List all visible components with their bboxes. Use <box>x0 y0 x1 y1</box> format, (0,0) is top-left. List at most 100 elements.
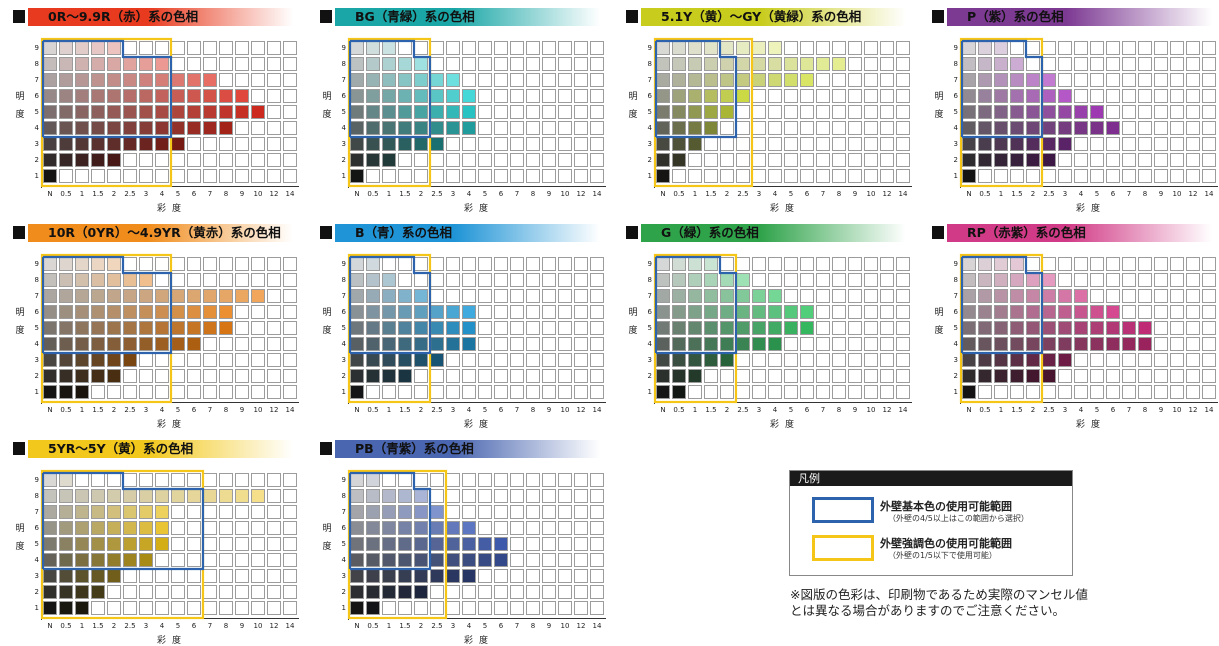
color-swatch <box>203 57 217 71</box>
color-swatch <box>1138 89 1152 103</box>
color-swatch <box>800 153 814 167</box>
color-swatch <box>1186 57 1200 71</box>
x-tick-label: 14 <box>592 190 602 198</box>
x-tick-label: 5 <box>175 190 181 198</box>
color-swatch <box>235 305 249 319</box>
color-swatch <box>283 337 297 351</box>
color-swatch <box>1122 41 1136 55</box>
color-swatch <box>1186 41 1200 55</box>
color-swatch <box>784 89 798 103</box>
color-swatch <box>994 105 1008 119</box>
color-swatch <box>1074 105 1088 119</box>
color-swatch <box>283 353 297 367</box>
color-swatch <box>107 153 121 167</box>
color-swatch <box>267 369 281 383</box>
y-tick-label: 3 <box>34 140 39 148</box>
color-swatch <box>736 153 750 167</box>
color-swatch <box>590 41 604 55</box>
color-swatch <box>139 41 153 55</box>
x-tick-label: 7 <box>820 190 826 198</box>
legend-swatch-basic <box>812 497 874 523</box>
color-swatch <box>1186 137 1200 151</box>
color-swatch <box>123 321 137 335</box>
color-swatch <box>848 73 862 87</box>
chart-panel: B（青）系の色相明度 1 2 3 4 5 6 7 8 9 N 0.5 1 1.5 2 2.5 3 4 5 6 7 8 9 10… <box>320 224 620 430</box>
color-swatch <box>526 89 540 103</box>
color-swatch <box>139 337 153 351</box>
color-swatch <box>235 321 249 335</box>
color-swatch <box>542 169 556 183</box>
color-swatch <box>267 321 281 335</box>
accent-range-outline <box>40 469 205 620</box>
color-swatch <box>1058 41 1072 55</box>
color-swatch <box>478 89 492 103</box>
color-swatch <box>768 121 782 135</box>
color-swatch <box>366 169 380 183</box>
x-tick-label: 2 <box>111 190 117 198</box>
y-tick-label: 4 <box>34 124 39 132</box>
color-swatch <box>1058 169 1072 183</box>
y-tick-label: 5 <box>953 108 958 116</box>
color-swatch <box>43 369 57 383</box>
color-swatch <box>896 105 910 119</box>
color-swatch <box>1170 121 1184 135</box>
color-swatch <box>1074 137 1088 151</box>
color-swatch <box>848 153 862 167</box>
range-outlines <box>347 253 432 404</box>
y-tick-label: 7 <box>34 76 39 84</box>
panel-title: P（紫）系の色相 <box>967 9 1064 24</box>
color-swatch <box>251 169 265 183</box>
y-axis-label: 明度 <box>322 92 332 120</box>
color-swatch <box>398 169 412 183</box>
x-tick-label: 14 <box>285 190 295 198</box>
x-tick-label: 2 <box>418 190 424 198</box>
color-swatch <box>203 385 217 399</box>
color-swatch <box>123 305 137 319</box>
color-swatch <box>510 153 524 167</box>
color-swatch <box>784 121 798 135</box>
color-swatch <box>43 153 57 167</box>
color-swatch <box>75 89 89 103</box>
color-swatch <box>91 89 105 103</box>
x-tick-label: 1.5 <box>705 190 717 198</box>
color-swatch <box>187 337 201 351</box>
color-swatch <box>187 73 201 87</box>
color-swatch <box>1138 169 1152 183</box>
color-swatch <box>1202 57 1216 71</box>
color-swatch <box>1010 105 1024 119</box>
color-swatch <box>526 41 540 55</box>
y-tick-label: 6 <box>647 92 652 100</box>
color-swatch <box>1090 121 1104 135</box>
color-swatch <box>462 89 476 103</box>
color-swatch <box>864 89 878 103</box>
color-swatch <box>880 153 894 167</box>
color-swatch <box>816 153 830 167</box>
color-swatch <box>75 321 89 335</box>
color-swatch <box>59 121 73 135</box>
color-swatch <box>590 73 604 87</box>
x-tick-label: 2.5 <box>124 190 136 198</box>
color-swatch <box>462 153 476 167</box>
color-swatch <box>1010 57 1024 71</box>
color-swatch <box>1058 105 1072 119</box>
color-swatch <box>510 121 524 135</box>
color-swatch <box>462 73 476 87</box>
color-swatch <box>672 121 686 135</box>
color-swatch <box>816 105 830 119</box>
color-swatch <box>59 337 73 351</box>
color-swatch <box>283 305 297 319</box>
color-swatch <box>1106 41 1120 55</box>
color-swatch <box>219 305 233 319</box>
y-tick-label: 5 <box>647 108 652 116</box>
color-swatch <box>187 89 201 103</box>
color-swatch <box>848 41 862 55</box>
panel-title-gradient: 0R〜9.9R（赤）系の色相 <box>28 8 293 26</box>
color-swatch <box>1186 153 1200 167</box>
basic-range-outline <box>350 471 432 571</box>
color-swatch <box>283 385 297 399</box>
color-swatch <box>414 89 428 103</box>
panel-title-marker <box>320 10 332 23</box>
color-swatch <box>994 73 1008 87</box>
color-swatch <box>720 105 734 119</box>
color-swatch <box>994 121 1008 135</box>
